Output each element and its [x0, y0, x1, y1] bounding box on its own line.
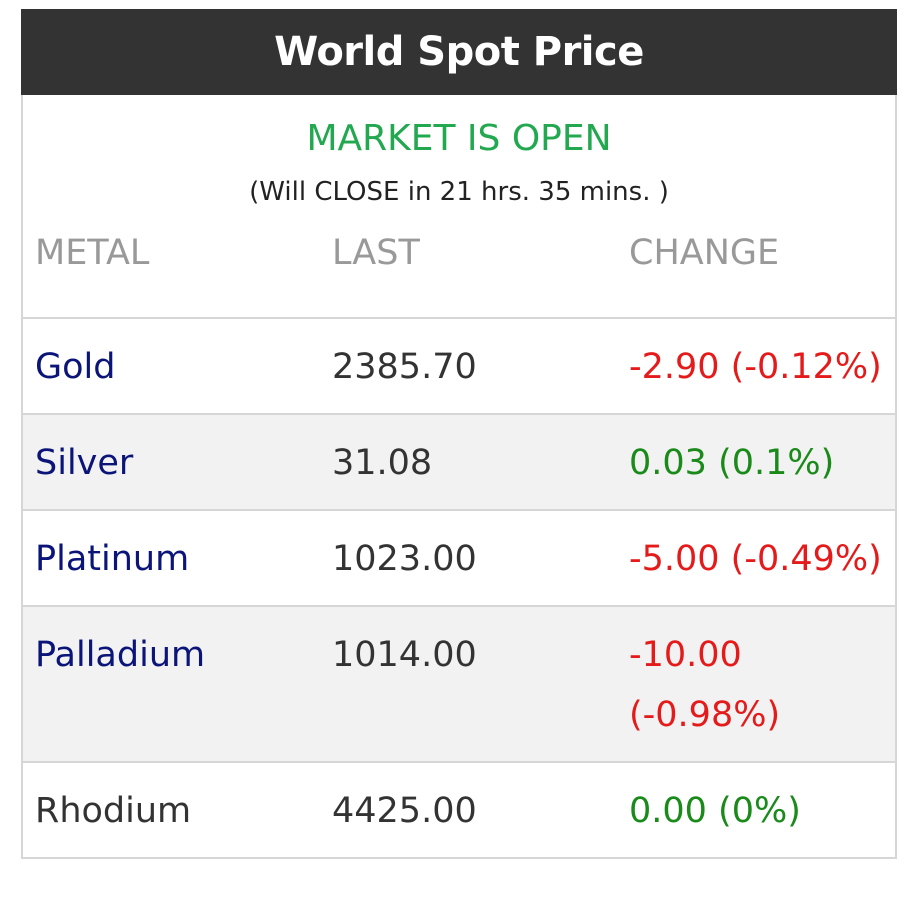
column-header-metal: METAL [35, 233, 150, 273]
change-cell: -10.00 (-0.98%) [617, 605, 895, 762]
table-row-platinum: Platinum 1023.00 -5.00 (-0.49%) [23, 509, 895, 606]
metal-link-silver[interactable]: Silver [35, 443, 134, 483]
last-price-cell: 1023.00 [320, 509, 617, 606]
change-value: -10.00 [629, 635, 742, 675]
table-row-palladium: Palladium 1014.00 -10.00 (-0.98%) [23, 605, 895, 762]
last-price-cell: 4425.00 [320, 761, 617, 857]
last-price-cell: 2385.70 [320, 317, 617, 414]
metal-cell[interactable]: Platinum [23, 509, 320, 606]
change-cell: -2.90 (-0.12%) [617, 317, 895, 414]
change-cell: 0.03 (0.1%) [617, 413, 895, 510]
spot-price-widget: World Spot Price MARKET IS OPEN (Will CL… [21, 9, 897, 859]
metal-cell[interactable]: Gold [23, 317, 320, 414]
metal-link-palladium[interactable]: Palladium [35, 635, 206, 675]
table-row-rhodium: Rhodium 4425.00 0.00 (0%) [23, 761, 895, 857]
metal-cell[interactable]: Silver [23, 413, 320, 510]
table-row-gold: Gold 2385.70 -2.90 (-0.12%) [23, 317, 895, 414]
column-header-last: LAST [332, 233, 420, 273]
last-price-cell: 1014.00 [320, 605, 617, 762]
table-header-row: METAL LAST CHANGE [23, 233, 895, 318]
widget-title: World Spot Price [21, 9, 897, 95]
change-percent: (-0.98%) [629, 695, 781, 735]
table-row-silver: Silver 31.08 0.03 (0.1%) [23, 413, 895, 510]
change-cell: 0.00 (0%) [617, 761, 895, 857]
metal-link-gold[interactable]: Gold [35, 347, 116, 387]
market-status: MARKET IS OPEN (Will CLOSE in 21 hrs. 35… [23, 95, 895, 209]
market-status-label: MARKET IS OPEN [306, 118, 612, 159]
change-cell: -5.00 (-0.49%) [617, 509, 895, 606]
metal-cell[interactable]: Palladium [23, 605, 320, 762]
metal-link-platinum[interactable]: Platinum [35, 539, 190, 579]
metal-cell: Rhodium [23, 761, 320, 857]
last-price-cell: 31.08 [320, 413, 617, 510]
market-close-countdown: (Will CLOSE in 21 hrs. 35 mins. ) [249, 177, 669, 207]
spot-price-table: METAL LAST CHANGE Gold 2385.70 -2.90 (-0… [23, 233, 895, 857]
column-header-change: CHANGE [629, 233, 780, 273]
